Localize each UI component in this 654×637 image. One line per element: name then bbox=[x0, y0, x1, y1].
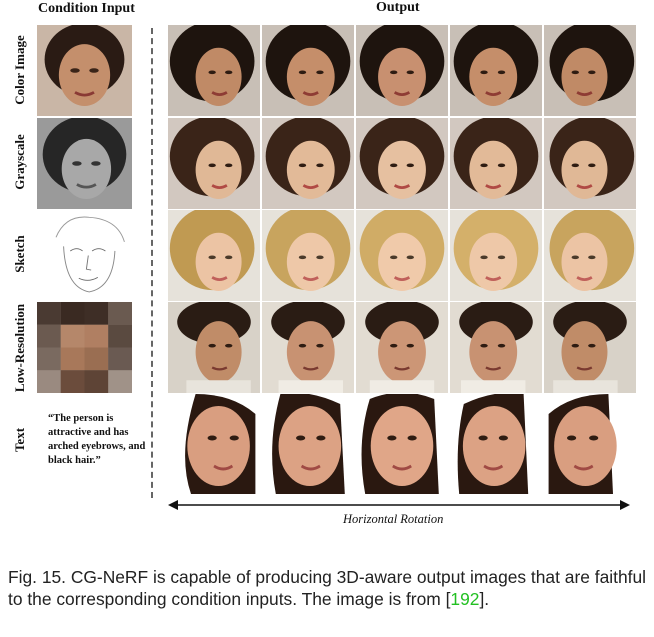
output-grayscale-4 bbox=[450, 118, 542, 209]
output-grayscale-5 bbox=[544, 118, 636, 209]
row-label-sketch: Sketch bbox=[12, 235, 27, 273]
output-color-5 bbox=[544, 25, 636, 116]
output-low-resolution-1 bbox=[168, 302, 260, 393]
row-label-low-resolution: Low-Resolution bbox=[12, 303, 27, 393]
condition-input-header: Condition Input bbox=[38, 1, 135, 16]
column-divider bbox=[151, 28, 153, 498]
figure-caption: Fig. 15. CG-NeRF is capable of producing… bbox=[8, 566, 648, 610]
condition-low-resolution-image bbox=[37, 302, 132, 393]
condition-color-image bbox=[37, 25, 132, 116]
output-sketch-2 bbox=[262, 210, 354, 301]
output-text-4 bbox=[450, 394, 542, 494]
output-sketch-4 bbox=[450, 210, 542, 301]
output-sketch-3 bbox=[356, 210, 448, 301]
output-grayscale-1 bbox=[168, 118, 260, 209]
output-text-1 bbox=[168, 394, 260, 494]
caption-text: Fig. 15. CG-NeRF is capable of producing… bbox=[8, 567, 646, 609]
condition-grayscale-image bbox=[37, 118, 132, 209]
text-condition: “The person is attractive and has arched… bbox=[48, 413, 146, 466]
output-color-1 bbox=[168, 25, 260, 116]
row-label-text: Text bbox=[12, 427, 27, 453]
condition-sketch-image bbox=[37, 210, 132, 301]
output-text-2 bbox=[262, 394, 354, 494]
output-color-4 bbox=[450, 25, 542, 116]
output-sketch-5 bbox=[544, 210, 636, 301]
output-color-3 bbox=[356, 25, 448, 116]
output-text-3 bbox=[356, 394, 448, 494]
output-grayscale-2 bbox=[262, 118, 354, 209]
output-sketch-1 bbox=[168, 210, 260, 301]
output-text-5 bbox=[544, 394, 636, 494]
output-low-resolution-5 bbox=[544, 302, 636, 393]
row-label-color-image: Color Image bbox=[12, 35, 27, 105]
figure: Condition Input Output Color Image Grays… bbox=[12, 0, 636, 526]
caption-end: ]. bbox=[479, 589, 490, 609]
horizontal-rotation-arrow bbox=[168, 500, 630, 510]
citation-link[interactable]: 192 bbox=[450, 589, 480, 609]
output-low-resolution-2 bbox=[262, 302, 354, 393]
output-grayscale-3 bbox=[356, 118, 448, 209]
row-label-grayscale: Grayscale bbox=[12, 134, 27, 190]
output-color-2 bbox=[262, 25, 354, 116]
output-header: Output bbox=[376, 0, 420, 15]
output-low-resolution-4 bbox=[450, 302, 542, 393]
rotation-label: Horizontal Rotation bbox=[343, 512, 444, 526]
output-low-resolution-3 bbox=[356, 302, 448, 393]
